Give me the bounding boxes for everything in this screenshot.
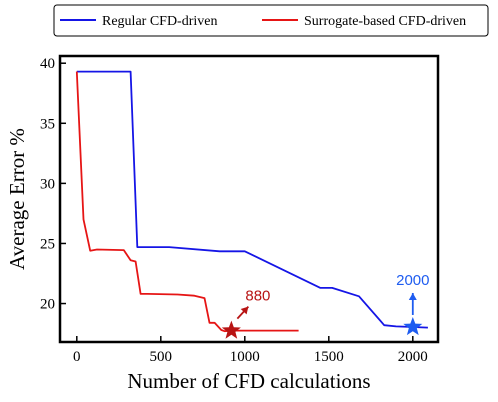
y-tick-label-30: 30 (40, 176, 55, 192)
star-marker-2000 (403, 317, 423, 336)
series-line-regular (76, 70, 428, 329)
y-tick-label-20: 20 (40, 297, 55, 313)
y-tick-label-40: 40 (40, 56, 55, 72)
annotation-label-2000: 2000 (396, 272, 429, 289)
annotation-label-880: 880 (245, 288, 270, 305)
plot-frame (58, 54, 440, 344)
legend: Regular CFD-driven Surrogate-based CFD-d… (53, 4, 489, 37)
arrow-2000-head (408, 292, 417, 300)
y-axis-label: Average Error % (5, 128, 29, 270)
x-tick-label-2000: 2000 (398, 349, 428, 365)
plot-area: 0 500 1000 1500 2000 20 25 30 35 40 880 2000 (40, 56, 429, 365)
arrow-880-head (240, 306, 249, 315)
x-axis-label: Number of CFD calculations (127, 369, 370, 393)
x-tick-label-1500: 1500 (314, 349, 344, 365)
legend-label-regular: Regular CFD-driven (102, 14, 217, 29)
legend-label-surrogate: Surrogate-based CFD-driven (304, 14, 466, 29)
star-marker-880 (221, 320, 241, 339)
x-tick-label-500: 500 (150, 349, 173, 365)
x-tick-label-0: 0 (73, 349, 81, 365)
x-tick-label-1000: 1000 (230, 349, 260, 365)
series-line-surrogate (75, 71, 299, 333)
y-tick-label-25: 25 (40, 236, 55, 252)
y-tick-label-35: 35 (40, 116, 55, 132)
